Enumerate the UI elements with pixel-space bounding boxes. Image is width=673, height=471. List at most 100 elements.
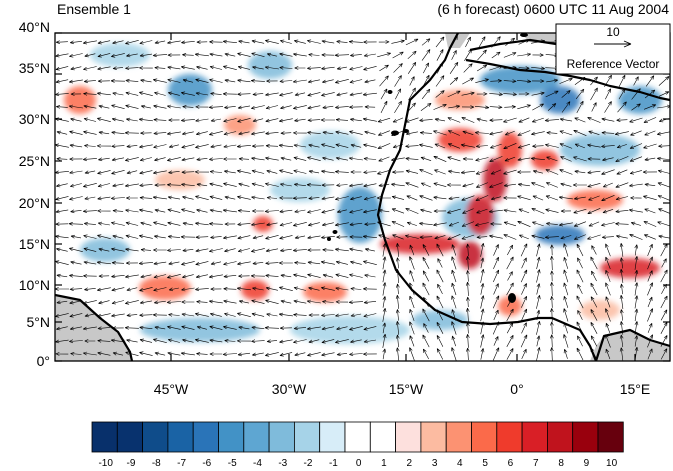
wind-arrow [265, 144, 279, 148]
wind-arrow [448, 221, 460, 227]
wind-arrow [266, 312, 278, 317]
wind-arrow [238, 274, 250, 278]
wind-arrow [503, 196, 517, 200]
wind-arrow [209, 338, 223, 343]
wind-arrow [167, 338, 180, 343]
wind-arrow [629, 117, 643, 123]
wind-arrow [279, 79, 293, 84]
wind-arrow [518, 208, 530, 214]
wind-arrow [364, 105, 376, 109]
wind-arrow [520, 334, 528, 348]
wind-arrow [68, 104, 83, 109]
wind-arrow [69, 40, 82, 45]
wind-arrow [576, 269, 584, 283]
wind-arrow [605, 282, 611, 296]
wind-arrow [334, 222, 349, 227]
wind-arrow [251, 182, 265, 187]
wind-arrow [615, 209, 629, 214]
wind-arrow [125, 300, 139, 305]
wind-arrow [378, 40, 390, 44]
wind-arrow [419, 169, 433, 175]
wind-arrow [422, 270, 430, 282]
wind-arrow [82, 326, 97, 331]
wind-arrow [265, 248, 279, 253]
wind-arrow [237, 169, 251, 174]
wind-arrow [409, 335, 415, 347]
wind-arrow [395, 243, 400, 257]
wind-arrow [279, 286, 293, 291]
wind-arrow [195, 248, 209, 253]
colorbar-label: -8 [151, 458, 161, 469]
wind-arrow [153, 287, 167, 292]
wind-arrow [563, 296, 569, 308]
wind-arrow [658, 91, 670, 97]
wind-arrow [550, 255, 554, 271]
wind-arrow [419, 221, 433, 226]
wind-arrow [307, 79, 320, 84]
wind-arrow [181, 40, 195, 45]
wind-arrow [294, 352, 306, 357]
wind-arrow [573, 221, 587, 227]
anomaly-blob [498, 132, 522, 168]
wind-arrow [153, 248, 167, 252]
wind-arrow [56, 130, 68, 135]
wind-arrow [223, 261, 237, 266]
wind-arrow [237, 105, 251, 110]
wind-arrow [265, 156, 279, 161]
wind-arrow [451, 295, 457, 309]
wind-arrow [447, 117, 461, 123]
wind-arrow [550, 270, 554, 282]
wind-arrow [405, 182, 419, 188]
wind-arrow [84, 339, 96, 343]
wind-arrow [546, 156, 558, 162]
anomaly-blob [435, 90, 485, 110]
wind-arrow [140, 221, 152, 226]
wind-arrow [517, 182, 530, 187]
wind-arrow [634, 295, 639, 309]
wind-arrow [252, 92, 264, 96]
wind-arrow [139, 325, 153, 330]
wind-arrow [447, 130, 460, 136]
wind-arrow [503, 52, 517, 58]
wind-arrow [140, 104, 151, 109]
wind-arrow [97, 183, 111, 188]
wind-arrow [563, 349, 568, 359]
wind-arrow [279, 326, 292, 330]
wind-arrow [336, 92, 348, 97]
wind-arrow [377, 117, 391, 123]
wind-arrow [405, 144, 419, 148]
wind-arrow [476, 117, 488, 122]
wind-arrow [111, 157, 125, 162]
wind-arrow [547, 103, 557, 111]
wind-arrow [181, 312, 195, 317]
wind-arrow [154, 66, 166, 70]
wind-arrow [521, 295, 527, 308]
wind-arrow [544, 235, 559, 240]
wind-arrow [321, 326, 335, 331]
wind-arrow [448, 104, 460, 109]
wind-arrow [420, 182, 431, 188]
wind-arrow [451, 335, 456, 347]
wind-arrow [658, 234, 670, 239]
wind-arrow [465, 36, 471, 48]
wind-arrow [280, 248, 292, 253]
wind-arrow [559, 143, 573, 149]
anomaly-blob [567, 190, 623, 210]
wind-arrow [550, 244, 554, 256]
colorbar-label: -6 [202, 458, 212, 469]
wind-arrow [476, 92, 488, 96]
wind-arrow [237, 261, 251, 266]
wind-arrow [644, 182, 656, 187]
wind-arrow [434, 143, 446, 149]
wind-arrow [167, 351, 181, 356]
title-left: Ensemble 1 [57, 1, 131, 17]
wind-arrow [363, 352, 377, 356]
wind-arrow [321, 209, 335, 214]
wind-arrow [251, 195, 265, 200]
wind-arrow [478, 36, 486, 48]
wind-arrow [266, 222, 278, 227]
wind-arrow [335, 273, 349, 278]
wind-arrow [588, 221, 600, 227]
wind-arrow [419, 195, 433, 201]
wind-arrow [475, 78, 489, 83]
